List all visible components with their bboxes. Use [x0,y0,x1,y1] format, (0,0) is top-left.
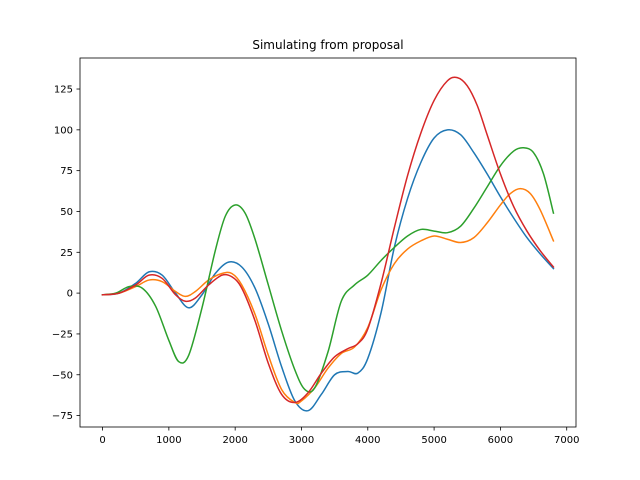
x-tick-label: 3000 [289,435,314,446]
y-tick-label: 100 [54,125,73,136]
series-layer [101,76,555,412]
x-tick-label: 5000 [421,435,446,446]
x-tick-label: 6000 [488,435,513,446]
x-tick-label: 7000 [554,435,579,446]
series-line-1 [101,128,555,412]
x-tick-label: 0 [99,435,105,446]
y-tick-label: 125 [54,85,73,96]
x-axis: 0 1000 2000 3000 4000 5000 6000 7000 [99,427,579,446]
y-tick-label: 25 [60,248,73,259]
x-tick-label: 1000 [156,435,181,446]
y-tick-label: −75 [52,411,73,422]
series-line-2 [101,187,555,405]
series-line-4 [101,76,555,404]
x-tick-label: 4000 [355,435,380,446]
plot-frame [79,57,577,428]
y-axis: −75 −50 −25 0 25 50 75 100 125 [52,85,80,422]
y-tick-label: 0 [67,289,73,300]
y-tick-label: 75 [60,166,73,177]
y-tick-label: −25 [52,329,73,340]
y-tick-label: −50 [52,370,73,381]
chart-title: Simulating from proposal [252,38,403,52]
y-tick-label: 50 [60,207,73,218]
x-tick-label: 2000 [222,435,247,446]
